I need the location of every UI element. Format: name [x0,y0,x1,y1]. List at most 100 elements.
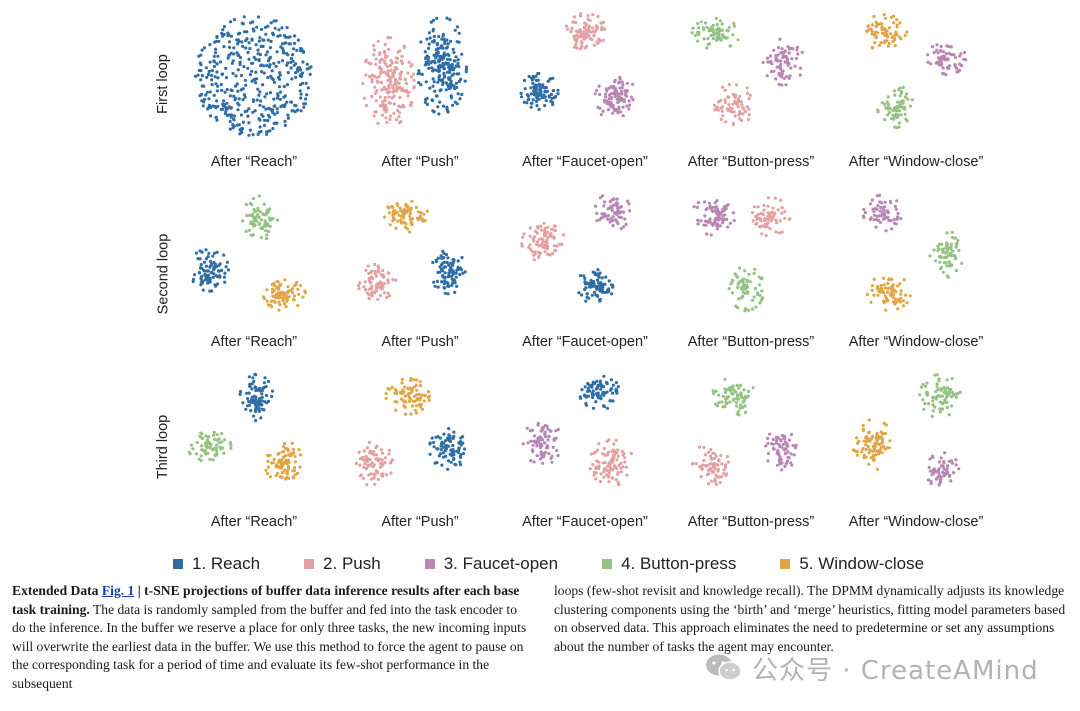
scatter-point [456,61,460,66]
scatter-point [613,92,618,96]
scatter-point [779,51,783,55]
scatter-point [888,439,892,443]
scatter-point [928,469,933,473]
scatter-point [458,273,462,277]
row-label: Second loop [154,233,171,315]
scatter-point [229,115,233,119]
scatter-point [208,289,212,293]
scatter-point [244,83,248,87]
scatter-point [433,284,437,288]
scatter-point [203,441,207,445]
scatter-point [254,81,258,85]
scatter-point [416,72,420,76]
scatter-point [376,477,380,481]
scatter-point [420,407,425,411]
scatter-point [946,386,950,390]
scatter-point [734,400,738,404]
scatter-point [886,95,890,99]
scatter-point [927,402,931,406]
scatter-point [532,258,536,262]
scatter-point [230,61,234,65]
scatter-point [214,47,218,51]
scatter-point [888,26,892,30]
scatter-point [881,299,886,303]
scatter-point [372,44,376,48]
scatter-point [711,36,716,41]
cluster-faucet [692,199,736,237]
scatter-point [459,77,463,81]
scatter-point [261,38,265,42]
scatter-point [304,81,308,85]
figure-reference-link[interactable]: Fig. 1 [101,583,135,598]
scatter-point [892,89,897,93]
scatter-point [717,218,721,222]
scatter-point [451,443,455,448]
scatter-point [215,99,219,103]
scatter-point [227,113,231,117]
scatter-point [928,254,932,258]
scatter-point [238,392,242,396]
scatter-point [883,294,887,298]
scatter-point [194,251,198,255]
scatter-point [710,479,714,483]
scatter-point [929,479,933,483]
scatter-point [280,466,284,470]
scatter-point [871,453,876,457]
scatter-point [210,69,214,73]
scatter-point [234,96,238,100]
scatter-point [424,60,428,64]
scatter-point [283,291,287,295]
scatter-point [362,465,366,469]
scatter-point [363,280,367,284]
scatter-point [412,78,416,82]
scatter-point [781,442,785,447]
scatter-point [736,97,740,102]
scatter-point [703,214,707,218]
scatter-point [402,216,406,220]
scatter-point [454,463,458,467]
scatter-point [901,299,906,303]
scatter-point [213,104,217,108]
scatter-point [365,291,369,295]
scatter-point [519,95,524,99]
scatter-point [293,473,297,477]
scatter-point [403,394,407,398]
scatter-point [631,82,635,86]
scatter-point [606,450,611,454]
scatter-point [252,401,256,405]
scatter-point [716,108,720,112]
scatter-point [270,76,274,80]
scatter-point [868,448,872,452]
scatter-point [607,475,611,479]
scatter-point [743,309,747,313]
scatter-point [897,299,902,303]
scatter-point [875,207,879,211]
scatter-point [413,408,417,412]
scatter-point [257,39,261,43]
scatter-point [733,95,737,99]
scatter-point [950,390,955,395]
scatter-point [950,461,955,465]
scatter-point [270,290,275,294]
scatter-point [283,278,287,282]
scatter-point [384,54,388,58]
scatter-point [878,220,883,224]
scatter-point [597,275,601,279]
scatter-point [754,305,758,309]
scatter-point [281,291,285,295]
scatter-point [286,285,290,289]
scatter-point [370,284,374,288]
scatter-point [370,95,374,99]
scatter-point [222,451,226,455]
scatter-point [436,51,440,55]
scatter-point [886,107,890,111]
scatter-point [798,73,802,77]
scatter-point [748,93,752,97]
scatter-point [277,60,281,64]
scatter-point [199,263,203,267]
scatter-point [267,303,271,307]
scatter-point [239,73,244,78]
scatter-point [697,26,701,30]
scatter-point [949,404,954,408]
scatter-point [733,114,737,118]
